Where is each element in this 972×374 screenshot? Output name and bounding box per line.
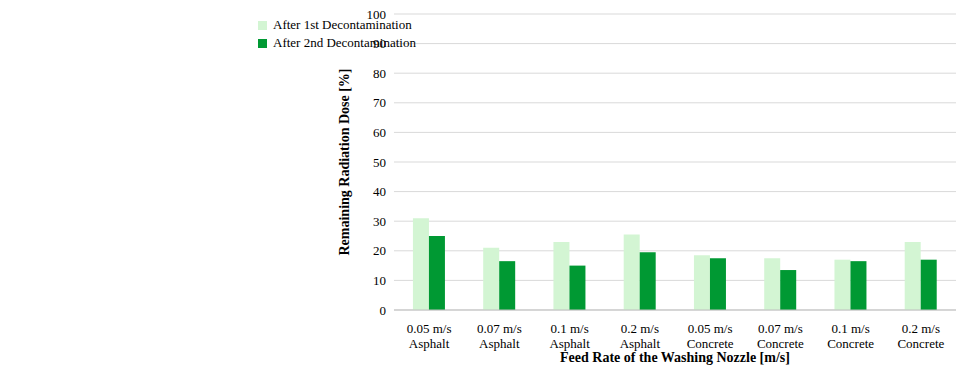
svg-text:0.1 m/sAsphalt: 0.1 m/sAsphalt <box>549 321 590 351</box>
svg-text:0.2 m/sAsphalt: 0.2 m/sAsphalt <box>620 321 661 351</box>
svg-text:0.07 m/sConcrete: 0.07 m/sConcrete <box>757 321 804 351</box>
svg-text:0.05 m/sConcrete: 0.05 m/sConcrete <box>687 321 734 351</box>
svg-text:Feed Rate of the Washing Nozzl: Feed Rate of the Washing Nozzle [m/s] <box>560 350 790 365</box>
svg-text:30: 30 <box>373 214 386 229</box>
svg-text:40: 40 <box>373 184 386 199</box>
svg-text:20: 20 <box>373 243 386 258</box>
svg-text:0.05 m/sAsphalt: 0.05 m/sAsphalt <box>407 321 452 351</box>
svg-text:0.07 m/sAsphalt: 0.07 m/sAsphalt <box>477 321 522 351</box>
svg-text:0: 0 <box>379 303 386 318</box>
svg-text:0.2 m/sConcrete: 0.2 m/sConcrete <box>897 321 944 351</box>
svg-text:0.1 m/sConcrete: 0.1 m/sConcrete <box>827 321 874 351</box>
svg-text:50: 50 <box>373 155 386 170</box>
svg-text:10: 10 <box>373 273 386 288</box>
svg-text:80: 80 <box>373 66 386 81</box>
svg-text:60: 60 <box>373 125 386 140</box>
svg-text:100: 100 <box>366 8 386 22</box>
svg-text:90: 90 <box>373 36 386 51</box>
svg-text:Remaining Radiation Dose [%]: Remaining Radiation Dose [%] <box>337 68 352 255</box>
svg-text:70: 70 <box>373 95 386 110</box>
